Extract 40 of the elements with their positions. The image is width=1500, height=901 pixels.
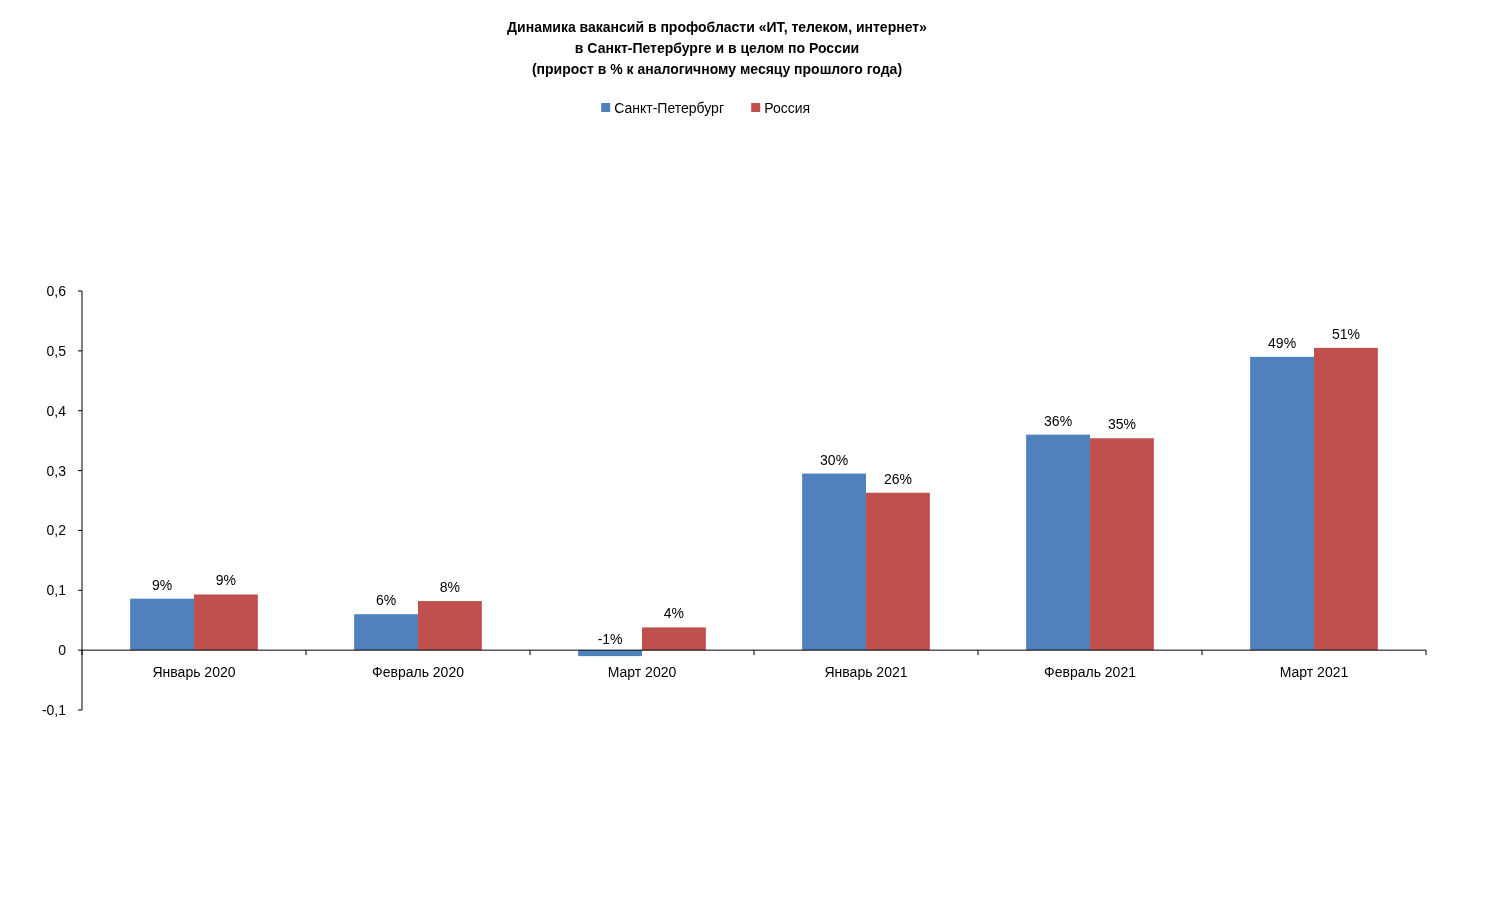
bar: [642, 627, 706, 651]
data-label: 8%: [439, 579, 461, 596]
data-label: 30%: [820, 451, 849, 468]
chart-title: Динамика вакансий в профобласти «ИТ, телеком, интернет» в Санкт-Петербурге и в целом по России (прирост в % к аналогичному месяцу прошлого года): [507, 19, 928, 77]
y-tick-label: -0,1: [41, 702, 67, 718]
data-label: 51%: [1331, 325, 1360, 342]
y-tick-label: 0,3: [46, 462, 67, 479]
y-tick-label: 0,2: [46, 522, 67, 539]
bar: [1314, 347, 1378, 651]
data-label: 36%: [1044, 412, 1073, 429]
x-tick-label: Февраль 2021: [1044, 664, 1137, 681]
bar: [194, 594, 258, 651]
data-label: 35%: [1107, 416, 1136, 433]
bar: [866, 492, 930, 651]
data-label: 9%: [215, 572, 237, 589]
y-tick-label: 0: [58, 642, 67, 659]
data-label: 6%: [375, 592, 397, 609]
y-tick-label: 0,4: [46, 402, 67, 419]
y-tick-label: 0,6: [46, 283, 67, 299]
bar: [1026, 434, 1090, 651]
x-tick-label: Январь 2020: [152, 664, 236, 681]
x-tick-label: Февраль 2020: [372, 664, 465, 681]
y-tick-label: 0,5: [46, 342, 67, 359]
x-tick-label: Январь 2021: [824, 664, 908, 681]
legend-label: Россия: [764, 100, 811, 116]
bar: [130, 598, 194, 651]
x-tick-label: Март 2020: [607, 664, 677, 681]
bar: [354, 614, 418, 651]
bar: [802, 473, 866, 651]
data-label: 9%: [151, 576, 173, 593]
data-label: 4%: [663, 605, 685, 622]
x-tick-label: Март 2021: [1279, 664, 1349, 681]
bar: [418, 601, 482, 651]
legend-label: Санкт-Петербург: [614, 100, 725, 116]
bar: [1090, 438, 1154, 651]
data-label: 26%: [883, 470, 912, 487]
data-label: -1%: [597, 631, 623, 648]
bar: [1250, 356, 1314, 651]
data-label: 49%: [1268, 334, 1297, 351]
y-tick-label: 0,1: [46, 582, 67, 599]
